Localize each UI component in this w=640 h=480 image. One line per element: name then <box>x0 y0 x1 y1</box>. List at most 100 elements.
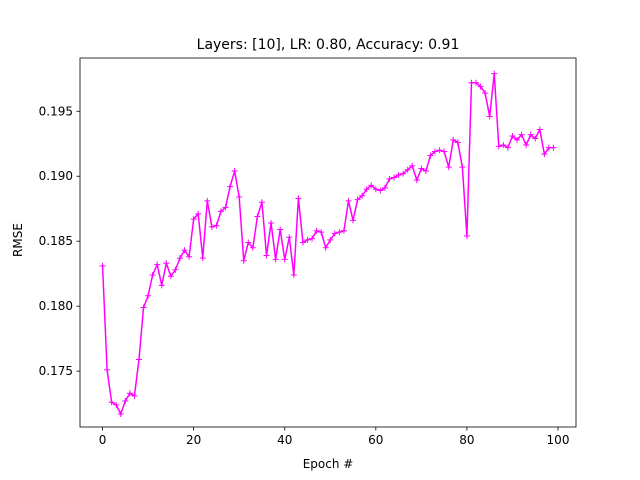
data-point <box>281 256 288 263</box>
data-point <box>222 204 229 211</box>
data-point <box>145 292 152 299</box>
data-point <box>345 197 352 204</box>
data-point <box>454 139 461 146</box>
data-point <box>113 401 120 408</box>
data-point <box>400 170 407 177</box>
data-point <box>536 126 543 133</box>
data-point <box>340 227 347 234</box>
data-point <box>504 144 511 151</box>
data-point <box>527 131 534 138</box>
data-point <box>495 143 502 150</box>
data-point <box>313 227 320 234</box>
data-point <box>208 223 215 230</box>
data-point <box>268 220 275 227</box>
y-tick-label: 0.190 <box>39 169 73 183</box>
data-point <box>450 136 457 143</box>
data-point <box>354 196 361 203</box>
data-point <box>158 282 165 289</box>
x-tick-label: 80 <box>459 433 474 447</box>
data-point <box>163 260 170 267</box>
y-tick-label: 0.195 <box>39 104 73 118</box>
x-tick-label: 0 <box>99 433 107 447</box>
data-point <box>249 244 256 251</box>
data-point <box>491 70 498 77</box>
data-point <box>486 113 493 120</box>
data-point <box>176 255 183 262</box>
data-point <box>263 252 270 259</box>
data-point <box>295 195 302 202</box>
data-point <box>532 135 539 142</box>
data-point <box>240 257 247 264</box>
data-point <box>372 186 379 193</box>
data-point <box>126 390 133 397</box>
data-point <box>318 229 325 236</box>
data-point <box>363 186 370 193</box>
data-point <box>322 244 329 251</box>
data-point <box>550 144 557 151</box>
data-point <box>404 166 411 173</box>
data-point <box>418 165 425 172</box>
data-point <box>167 273 174 280</box>
data-point <box>441 148 448 155</box>
data-point <box>445 164 452 171</box>
data-point <box>172 266 179 273</box>
y-tick-label: 0.175 <box>39 364 73 378</box>
data-point <box>473 79 480 86</box>
data-point <box>272 256 279 263</box>
data-point <box>309 235 316 242</box>
data-point <box>149 271 156 278</box>
data-point <box>199 255 206 262</box>
data-point <box>541 151 548 158</box>
data-point <box>432 148 439 155</box>
data-point <box>459 164 466 171</box>
data-point <box>409 162 416 169</box>
data-point <box>231 168 238 175</box>
data-point <box>386 175 393 182</box>
data-point <box>131 392 138 399</box>
data-point <box>350 217 357 224</box>
data-point <box>368 182 375 189</box>
data-point <box>258 199 265 206</box>
x-tick-label: 60 <box>368 433 383 447</box>
data-point <box>181 247 188 254</box>
data-point <box>422 168 429 175</box>
data-point <box>518 131 525 138</box>
y-tick-label: 0.185 <box>39 234 73 248</box>
data-point <box>195 210 202 217</box>
y-axis-ticks: 0.175 0.180 0.185 0.190 0.195 <box>39 104 80 378</box>
data-point <box>227 183 234 190</box>
plot-area <box>79 57 577 428</box>
x-tick-label: 100 <box>547 433 570 447</box>
data-point <box>245 239 252 246</box>
data-point <box>154 261 161 268</box>
data-point <box>477 83 484 90</box>
data-point <box>463 233 470 239</box>
data-point <box>327 236 334 243</box>
data-point <box>395 171 402 178</box>
data-point <box>186 253 193 260</box>
data-point <box>509 132 516 139</box>
data-point <box>290 271 297 278</box>
data-point <box>523 142 530 149</box>
data-point <box>236 194 243 201</box>
y-tick-label: 0.180 <box>39 299 73 313</box>
data-point <box>436 147 443 154</box>
data-point <box>104 366 111 373</box>
data-point <box>336 229 343 236</box>
data-point <box>514 136 521 143</box>
chart-title: Layers: [10], LR: 0.80, Accuracy: 0.91 <box>197 37 460 53</box>
x-tick-label: 20 <box>186 433 201 447</box>
data-point <box>204 197 211 204</box>
data-point <box>277 226 284 233</box>
data-point <box>108 399 115 406</box>
data-point <box>140 304 147 311</box>
data-point <box>117 411 124 418</box>
data-point <box>427 152 434 159</box>
x-axis-ticks: 0 20 40 60 80 100 <box>99 427 570 447</box>
data-point <box>190 216 197 223</box>
data-point <box>135 356 142 363</box>
data-point <box>304 236 311 243</box>
data-point <box>377 187 384 194</box>
series-line <box>101 72 554 415</box>
